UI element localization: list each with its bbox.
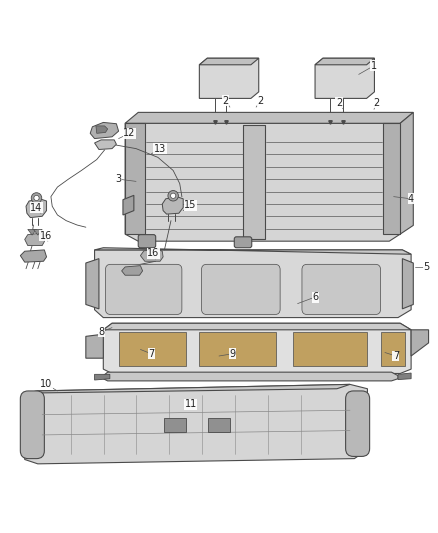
- Polygon shape: [25, 233, 44, 246]
- Text: 7: 7: [393, 351, 399, 361]
- Text: 10: 10: [40, 379, 53, 390]
- Circle shape: [170, 193, 176, 198]
- Polygon shape: [95, 140, 117, 149]
- Polygon shape: [400, 112, 413, 234]
- Text: 14: 14: [30, 203, 42, 213]
- Polygon shape: [122, 265, 143, 275]
- Text: 11: 11: [184, 399, 197, 409]
- Polygon shape: [398, 373, 411, 379]
- Polygon shape: [141, 249, 163, 261]
- Polygon shape: [95, 250, 411, 318]
- Circle shape: [34, 195, 39, 200]
- Polygon shape: [26, 199, 46, 217]
- FancyBboxPatch shape: [346, 391, 370, 456]
- Text: 3: 3: [116, 174, 122, 184]
- Polygon shape: [199, 332, 276, 366]
- Polygon shape: [199, 58, 259, 99]
- Circle shape: [31, 193, 42, 203]
- Polygon shape: [20, 250, 46, 262]
- Polygon shape: [162, 197, 183, 214]
- Polygon shape: [119, 332, 186, 366]
- Polygon shape: [25, 384, 350, 393]
- Polygon shape: [403, 259, 413, 309]
- Polygon shape: [103, 372, 398, 381]
- Polygon shape: [293, 332, 367, 366]
- Text: 2: 2: [336, 98, 342, 108]
- Polygon shape: [411, 330, 428, 356]
- Polygon shape: [315, 58, 374, 99]
- Polygon shape: [383, 123, 400, 234]
- Text: 2: 2: [223, 95, 229, 106]
- Text: 8: 8: [98, 327, 104, 337]
- Polygon shape: [123, 195, 134, 215]
- Polygon shape: [315, 58, 374, 65]
- Polygon shape: [25, 384, 367, 464]
- FancyBboxPatch shape: [201, 264, 280, 314]
- Polygon shape: [103, 323, 411, 330]
- Text: 16: 16: [147, 248, 159, 259]
- Polygon shape: [96, 126, 108, 133]
- Polygon shape: [125, 112, 413, 123]
- Polygon shape: [95, 374, 110, 380]
- Polygon shape: [125, 123, 400, 241]
- Text: 2: 2: [258, 95, 264, 106]
- Polygon shape: [381, 332, 405, 366]
- Text: 7: 7: [148, 349, 155, 359]
- Text: 15: 15: [184, 200, 197, 211]
- Polygon shape: [244, 125, 265, 239]
- Text: 5: 5: [423, 262, 430, 271]
- Polygon shape: [95, 248, 411, 254]
- FancyBboxPatch shape: [20, 391, 44, 458]
- Text: 4: 4: [408, 194, 414, 204]
- Polygon shape: [208, 418, 230, 432]
- Text: 12: 12: [124, 128, 136, 139]
- FancyBboxPatch shape: [302, 264, 381, 314]
- FancyBboxPatch shape: [234, 237, 252, 248]
- Circle shape: [168, 190, 178, 201]
- Polygon shape: [103, 323, 411, 374]
- Polygon shape: [86, 259, 99, 309]
- FancyBboxPatch shape: [106, 264, 182, 314]
- Polygon shape: [33, 229, 42, 235]
- Text: 9: 9: [229, 349, 235, 359]
- Polygon shape: [125, 123, 145, 234]
- Text: 13: 13: [154, 143, 166, 154]
- Text: 2: 2: [373, 98, 379, 108]
- Polygon shape: [164, 418, 186, 432]
- Text: 16: 16: [39, 231, 52, 241]
- Polygon shape: [28, 229, 36, 235]
- Text: 6: 6: [312, 292, 318, 302]
- Polygon shape: [199, 58, 259, 65]
- FancyBboxPatch shape: [138, 235, 155, 248]
- Text: 1: 1: [371, 61, 377, 71]
- Polygon shape: [86, 334, 103, 358]
- Polygon shape: [90, 123, 119, 139]
